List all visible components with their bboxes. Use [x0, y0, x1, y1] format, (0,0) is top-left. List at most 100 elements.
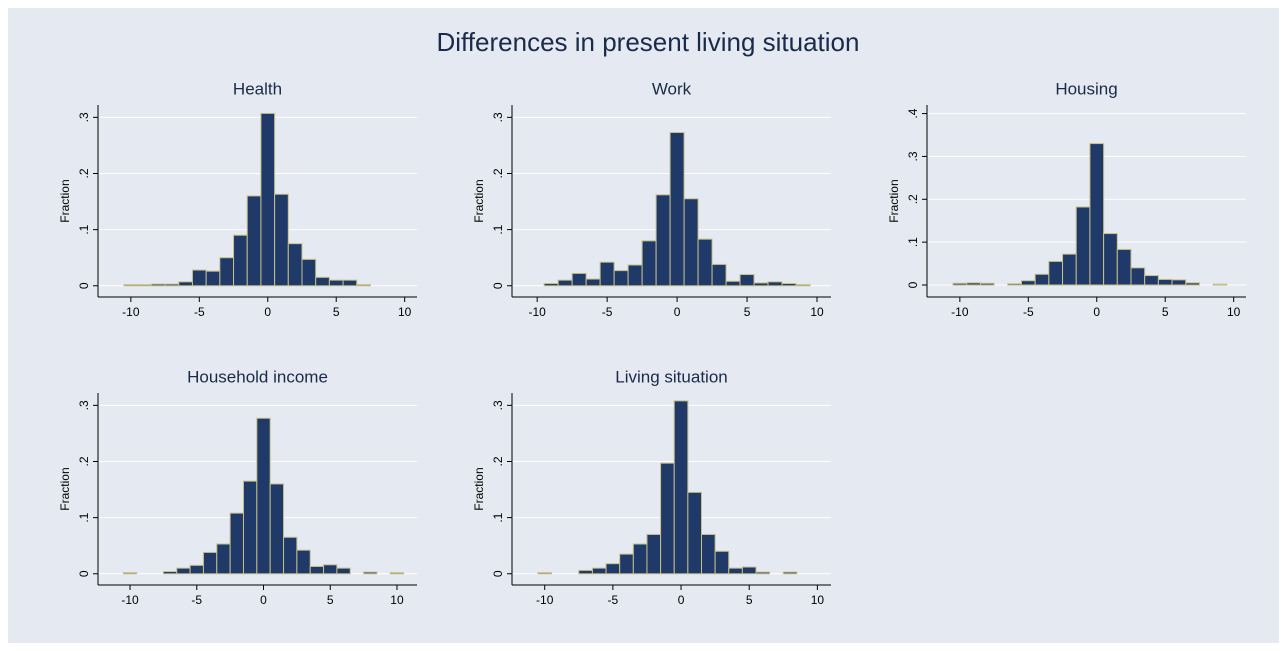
x-tick-label: -10 [121, 593, 139, 607]
panel-title: Work [652, 79, 692, 98]
y-tick-label: .3 [491, 112, 505, 122]
bar [389, 572, 405, 575]
y-tick-label: .1 [491, 224, 505, 234]
bar [356, 284, 371, 287]
bar [342, 279, 358, 287]
bar [966, 282, 981, 286]
bar [363, 571, 378, 575]
y-tick-label: .2 [906, 194, 920, 204]
x-tick-label: -5 [608, 593, 619, 607]
x-tick-label: -5 [1023, 305, 1034, 319]
bar [1144, 275, 1159, 286]
bar [795, 284, 811, 287]
bar [660, 462, 675, 575]
x-tick-label: 0 [678, 593, 685, 607]
bar [176, 567, 191, 575]
bar [219, 257, 235, 287]
bar [655, 194, 671, 287]
bar [673, 400, 689, 575]
bar [216, 543, 231, 575]
y-tick-label: .3 [77, 112, 91, 122]
y-tick-label: .2 [77, 456, 91, 466]
panel-title: Household income [187, 367, 328, 386]
bar [578, 569, 593, 575]
x-tick-label: 5 [746, 593, 753, 607]
bar [711, 263, 727, 287]
y-tick-label: 0 [491, 570, 505, 577]
bar [627, 264, 643, 287]
x-tick-label: 0 [674, 305, 681, 319]
bar [683, 198, 699, 287]
bar [632, 543, 648, 575]
panel-title: Housing [1055, 79, 1117, 98]
bar [782, 571, 798, 575]
bar [1185, 282, 1200, 286]
x-tick-label: -10 [536, 593, 554, 607]
bar [697, 238, 713, 287]
bar [178, 281, 193, 287]
bar [150, 283, 166, 287]
x-tick-label: 10 [810, 305, 824, 319]
x-tick-label: -10 [122, 305, 140, 319]
bar [137, 284, 152, 287]
x-tick-label: -10 [529, 305, 547, 319]
bar [537, 572, 553, 575]
bar [1130, 267, 1146, 286]
bar [283, 536, 298, 575]
y-tick-label: .3 [906, 151, 920, 161]
bar [1034, 273, 1050, 286]
bar [605, 563, 621, 575]
y-axis-label: Fraction [472, 179, 486, 222]
bar [687, 491, 702, 575]
bar [287, 243, 303, 287]
bar [323, 564, 338, 575]
bar [274, 193, 289, 287]
y-tick-label: .1 [491, 512, 505, 522]
y-axis-label: Fraction [58, 467, 72, 510]
bar [336, 567, 351, 575]
bar [557, 279, 573, 287]
bar [123, 284, 139, 287]
bar [122, 572, 138, 575]
bar [1171, 279, 1187, 286]
figure-title: Differences in present living situation [437, 27, 860, 57]
y-tick-label: 0 [906, 281, 920, 288]
bar [1089, 143, 1105, 286]
bar [309, 565, 325, 575]
y-axis-label: Fraction [472, 467, 486, 510]
bar [755, 571, 771, 575]
bar [229, 512, 244, 575]
bar [1212, 283, 1228, 286]
bar [767, 281, 783, 287]
bar [641, 240, 657, 287]
y-axis-label: Fraction [887, 179, 901, 222]
x-tick-label: -5 [194, 305, 205, 319]
panel-title: Living situation [615, 367, 727, 386]
bar [591, 567, 607, 575]
bar [162, 571, 178, 575]
bar [1062, 253, 1077, 286]
x-tick-label: 0 [1093, 305, 1100, 319]
bar [269, 483, 285, 575]
x-tick-label: 5 [1162, 305, 1169, 319]
bar [1020, 280, 1036, 286]
bar [242, 480, 258, 575]
bar [669, 132, 685, 287]
y-tick-label: .4 [906, 108, 920, 118]
bar [728, 567, 743, 575]
bar [202, 551, 218, 575]
y-axis-label: Fraction [58, 179, 72, 222]
bar [191, 269, 207, 287]
bar [599, 261, 615, 287]
bar [585, 278, 601, 287]
bar [246, 195, 262, 287]
bar [646, 533, 662, 575]
x-tick-label: 10 [1227, 305, 1241, 319]
bar [543, 283, 559, 287]
bar [296, 549, 311, 575]
bar [753, 282, 769, 287]
y-tick-label: .1 [77, 224, 91, 234]
y-tick-label: .1 [906, 237, 920, 247]
